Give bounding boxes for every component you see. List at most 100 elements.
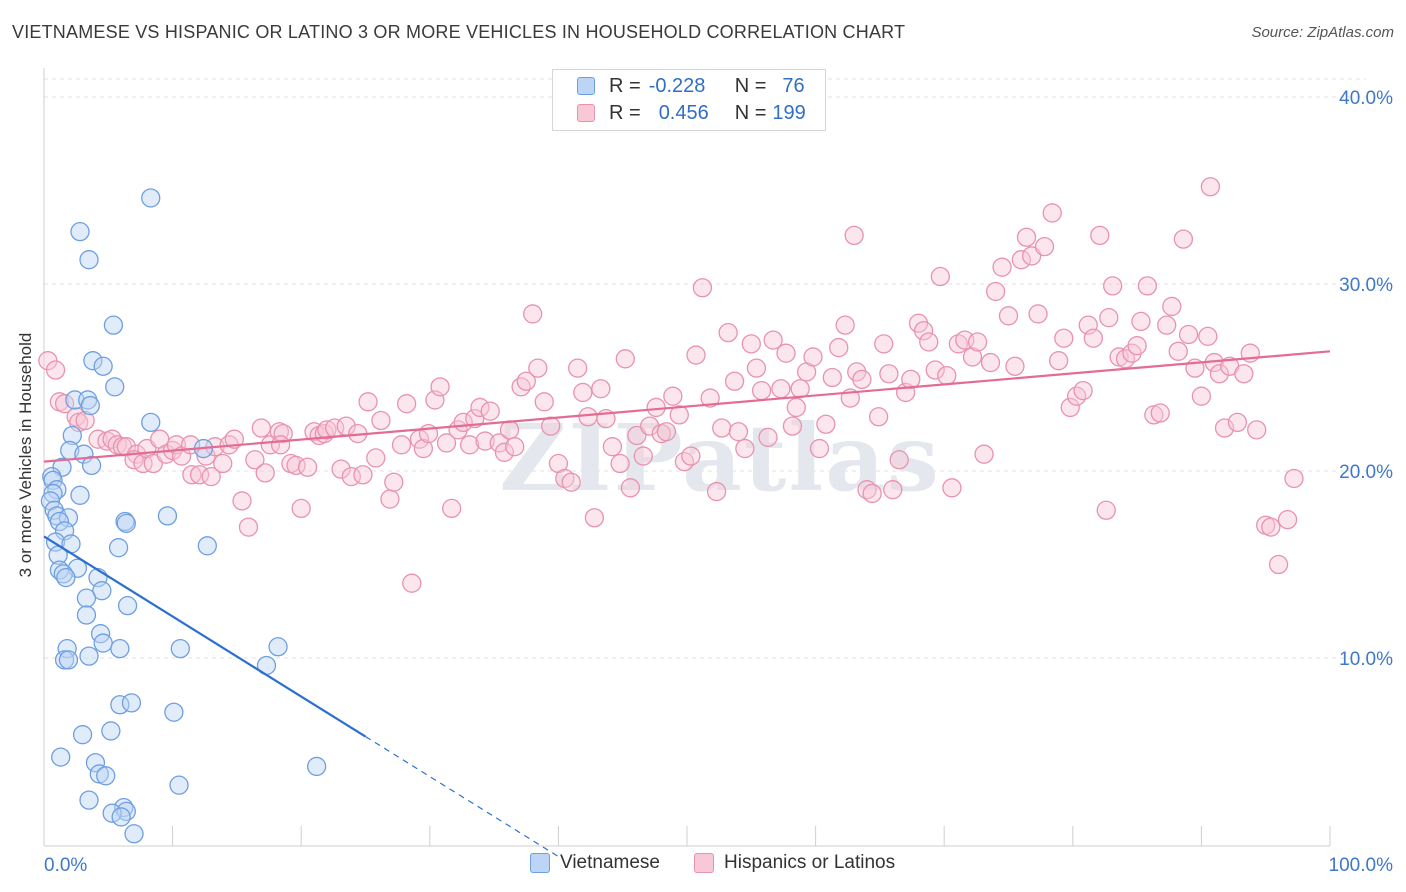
y-tick-label: 20.0% <box>1339 462 1393 483</box>
bottom-legend-swatch-vietnamese <box>530 853 550 873</box>
hispanic-point <box>822 367 842 388</box>
hispanic-point <box>75 410 95 431</box>
hispanic-point <box>1157 315 1177 335</box>
hispanic-point <box>1198 326 1218 347</box>
hispanic-point <box>578 407 598 427</box>
vietnamese-point <box>141 188 161 208</box>
hispanic-point <box>751 380 772 401</box>
hispanic-point <box>470 397 490 418</box>
hispanic-point <box>1099 308 1119 328</box>
hispanic-point <box>627 425 647 446</box>
hispanic-point <box>232 491 252 511</box>
hispanic-point <box>1096 500 1116 520</box>
hispanic-point <box>201 466 221 487</box>
hispanic-point <box>741 334 761 354</box>
hispanic-point <box>1083 328 1104 348</box>
hispanic-point <box>573 382 593 403</box>
vietnamese-point <box>93 633 113 653</box>
hispanic-point <box>663 386 683 406</box>
hispanic-point <box>1060 397 1080 418</box>
legend-row-hispanics: R = 0.456 N = 199 <box>577 101 806 125</box>
hispanic-point <box>758 427 778 447</box>
hispanic-point <box>430 377 450 397</box>
hispanic-point <box>402 573 422 593</box>
hispanic-point <box>1054 328 1074 348</box>
vietnamese-point <box>121 693 142 713</box>
hispanic-point <box>700 388 720 408</box>
hispanic-point <box>260 435 280 455</box>
axes <box>43 68 1331 847</box>
y-tick-label: 10.0% <box>1339 649 1393 670</box>
hispanic-point <box>523 304 543 324</box>
hispanic-point <box>790 379 810 399</box>
hispanic-point <box>633 446 653 466</box>
chart-title: VIETNAMESE VS HISPANIC OR LATINO 3 OR MO… <box>12 22 906 42</box>
hispanic-point <box>251 418 271 438</box>
hispanic-point <box>505 437 525 457</box>
hispanic-point <box>868 407 889 427</box>
hispanic-point <box>511 377 531 397</box>
vietnamese-point <box>79 790 99 810</box>
vietnamese-point <box>268 637 288 657</box>
hispanic-point <box>844 225 864 246</box>
vietnamese-point <box>76 588 97 608</box>
hispanic-point <box>480 401 500 421</box>
hispanic-point <box>925 360 945 380</box>
hispanic-point <box>1131 311 1151 332</box>
vietnamese-point <box>70 485 90 505</box>
hispanic-point <box>460 435 480 455</box>
vietnamese-point <box>79 250 99 270</box>
hispanic-point <box>809 438 830 459</box>
hispanic-point <box>610 453 630 474</box>
hispanic-point <box>528 358 548 378</box>
hispanic-point <box>1021 246 1042 266</box>
hispanic-point <box>1034 236 1055 257</box>
bottom-legend-label-vietnamese: Vietnamese <box>560 852 660 873</box>
hispanic-point <box>862 483 882 504</box>
hispanic-point <box>1073 380 1093 401</box>
hispanic-point <box>686 345 706 365</box>
vietnamese-point <box>79 646 99 666</box>
vietnamese-point <box>101 721 121 741</box>
hispanic-point <box>829 337 849 358</box>
hispanic-point <box>1247 420 1267 440</box>
hispanic-point <box>1011 250 1032 270</box>
watermark: ZIPatlas <box>499 404 940 512</box>
vietnamese-point <box>92 581 112 601</box>
hispanic-point <box>494 442 515 462</box>
vietnamese-point <box>51 747 71 767</box>
hispanic-point <box>763 330 783 350</box>
hispanic-point <box>1234 364 1254 384</box>
vietnamese-point <box>105 377 125 397</box>
hispanic-point <box>1284 468 1304 489</box>
hispanic-point <box>620 478 641 498</box>
hispanic-point <box>985 281 1006 302</box>
hispanic-point <box>681 446 701 466</box>
vietnamese-point <box>56 567 76 588</box>
hispanic-point <box>889 450 909 470</box>
legend-box: R = -0.228 N = 76 R = 0.456 N = 199 <box>552 69 826 131</box>
vietnamese-point <box>117 595 138 616</box>
hispanic-point <box>835 315 855 335</box>
bottom-legend: Vietnamese Hispanics or Latinos <box>530 852 929 874</box>
hispanic-point <box>371 410 391 431</box>
legend-r-label: R = <box>609 101 641 124</box>
hispanic-point <box>255 463 275 483</box>
hispanic-point <box>724 371 745 391</box>
vietnamese-point <box>72 725 93 745</box>
vietnamese-point <box>93 356 113 376</box>
vietnamese-point <box>49 511 70 532</box>
legend-n-label: N = <box>734 74 767 97</box>
hispanic-point <box>291 498 311 519</box>
hispanic-point <box>879 364 899 384</box>
hispanic-point <box>712 418 732 438</box>
vietnamese-point <box>70 221 90 242</box>
hispanic-point <box>1028 304 1048 324</box>
hispanic-trend-line <box>43 350 1331 463</box>
hispanic-point <box>615 349 635 369</box>
hispanic-point <box>1005 356 1025 376</box>
hispanic-point <box>857 480 877 500</box>
hispanic-point <box>1127 336 1147 356</box>
hispanic-point <box>1103 276 1123 296</box>
